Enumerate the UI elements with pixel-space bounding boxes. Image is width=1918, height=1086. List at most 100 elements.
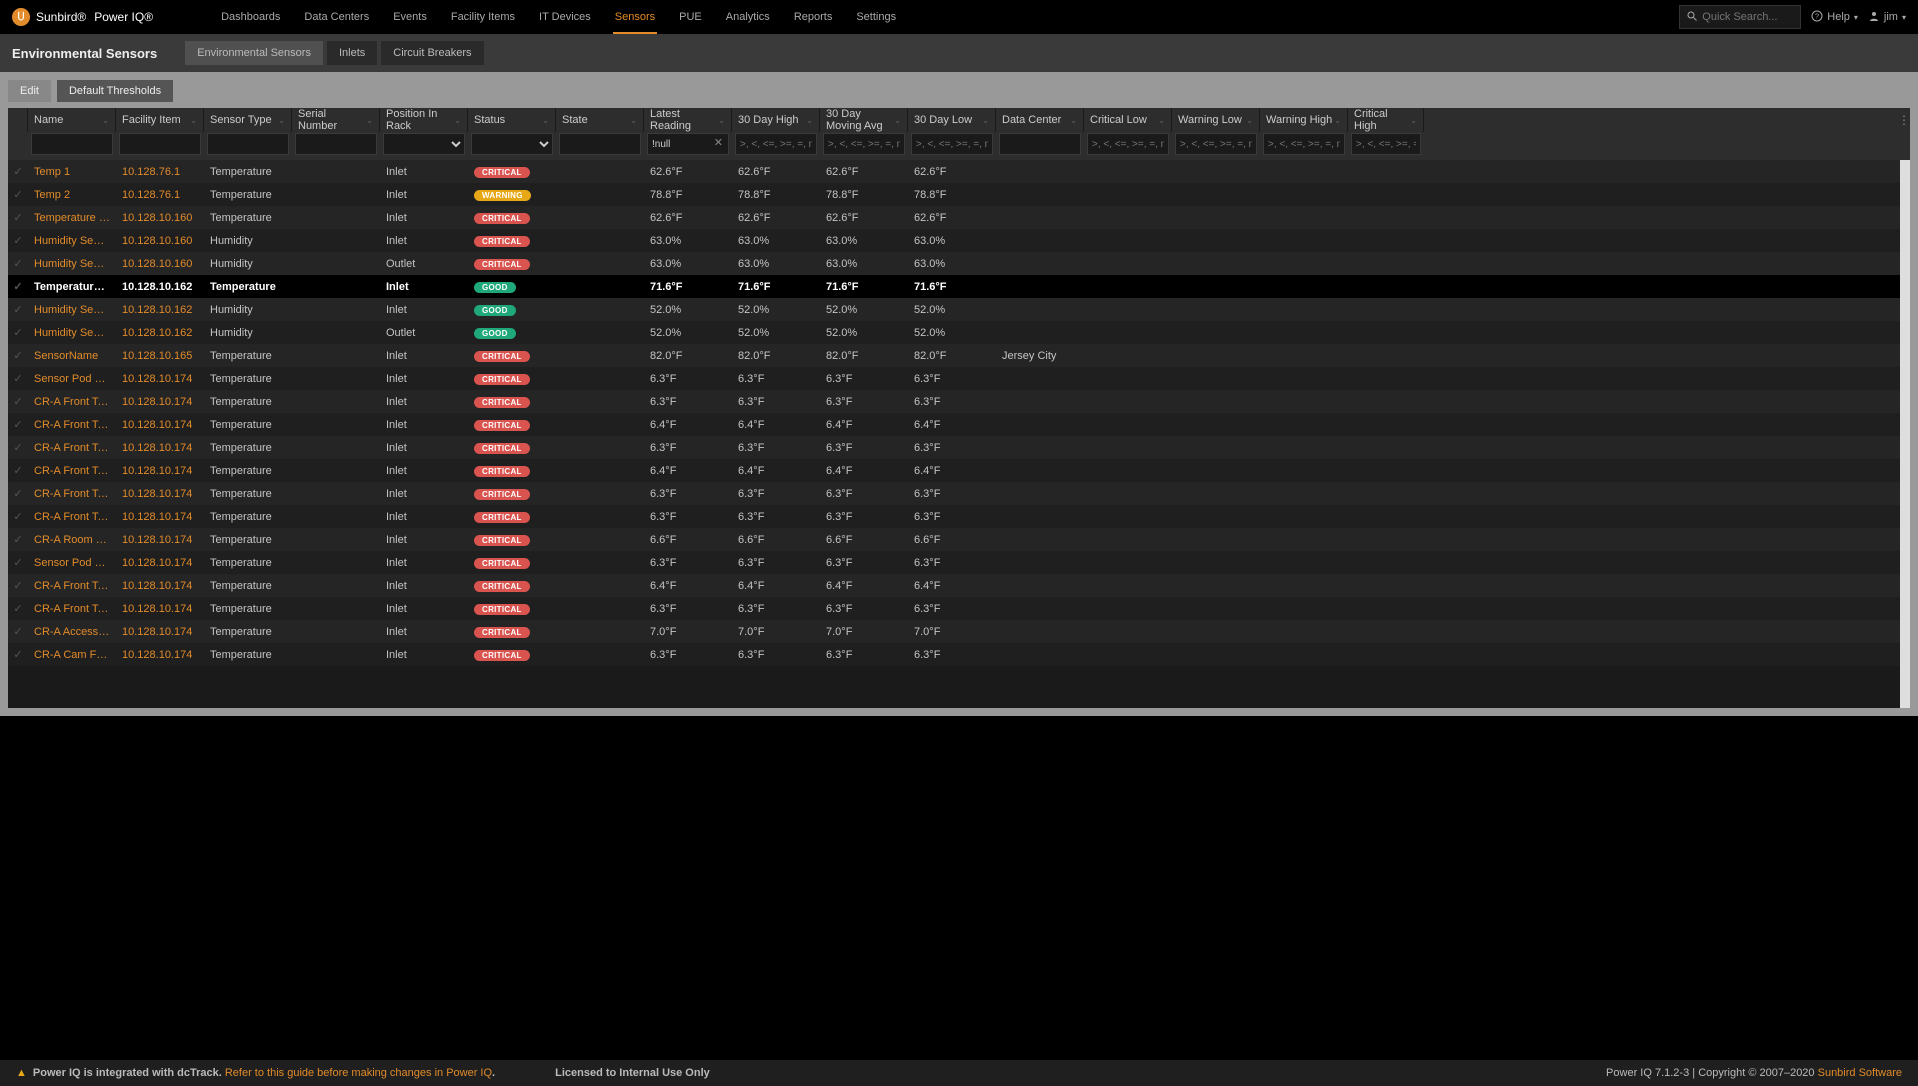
table-row[interactable]: ✓Sensor Pod 100 T...10.128.10.174Tempera…	[8, 367, 1900, 390]
filter-input-state[interactable]	[559, 133, 641, 155]
row-check[interactable]: ✓	[8, 280, 28, 293]
column-header-name[interactable]: Name⌄	[28, 108, 116, 132]
table-row[interactable]: ✓Temp 110.128.76.1TemperatureInletCRITIC…	[8, 160, 1900, 183]
column-header-status[interactable]: Status⌄	[468, 108, 556, 132]
column-header-avg30[interactable]: 30 Day Moving Avg⌄	[820, 108, 908, 132]
filter-input-avg30[interactable]	[823, 133, 905, 155]
table-row[interactable]: ✓Humidity Sensor 110.128.10.160HumidityI…	[8, 229, 1900, 252]
cell-name[interactable]: CR-A Front Temp ...	[28, 580, 116, 592]
search-box[interactable]	[1679, 5, 1801, 29]
filter-input-high30[interactable]	[735, 133, 817, 155]
column-header-serial[interactable]: Serial Number⌄	[292, 108, 380, 132]
table-row[interactable]: ✓CR-A Room Sensor10.128.10.174Temperatur…	[8, 528, 1900, 551]
default-thresholds-button[interactable]: Default Thresholds	[57, 80, 173, 102]
cell-name[interactable]: SensorName	[28, 350, 116, 362]
cell-name[interactable]: Temp 1	[28, 166, 116, 178]
row-check[interactable]: ✓	[8, 188, 28, 201]
cell-facility[interactable]: 10.128.10.174	[116, 534, 204, 546]
table-row[interactable]: ✓CR-A Front Temp ...10.128.10.174Tempera…	[8, 459, 1900, 482]
table-row[interactable]: ✓Sensor Pod 100 T...10.128.10.174Tempera…	[8, 551, 1900, 574]
table-row[interactable]: ✓CR-A Front Temp ...10.128.10.174Tempera…	[8, 436, 1900, 459]
row-check[interactable]: ✓	[8, 464, 28, 477]
row-check[interactable]: ✓	[8, 602, 28, 615]
cell-name[interactable]: CR-A Front Temp ...	[28, 488, 116, 500]
filter-input-low30[interactable]	[911, 133, 993, 155]
help-menu[interactable]: ? Help ▾	[1811, 10, 1858, 25]
cell-name[interactable]: CR-A Room Sensor	[28, 534, 116, 546]
cell-name[interactable]: CR-A Cam Front D...	[28, 649, 116, 661]
row-check[interactable]: ✓	[8, 395, 28, 408]
subtab-circuit-breakers[interactable]: Circuit Breakers	[381, 41, 483, 65]
cell-facility[interactable]: 10.128.10.174	[116, 419, 204, 431]
row-check[interactable]: ✓	[8, 533, 28, 546]
cell-name[interactable]: CR-A Front Temp ...	[28, 465, 116, 477]
cell-facility[interactable]: 10.128.10.174	[116, 557, 204, 569]
cell-name[interactable]: CR-A Front Temp ...	[28, 603, 116, 615]
filter-select-position[interactable]	[383, 133, 465, 155]
nav-item-facility-items[interactable]: Facility Items	[439, 0, 527, 34]
column-header-datacenter[interactable]: Data Center⌄	[996, 108, 1084, 132]
grid-body[interactable]: ✓Temp 110.128.76.1TemperatureInletCRITIC…	[8, 160, 1910, 708]
subtab-inlets[interactable]: Inlets	[327, 41, 377, 65]
clear-filter-icon[interactable]: ✕	[714, 136, 723, 149]
footer-link[interactable]: Refer to this guide before making change…	[225, 1067, 492, 1079]
cell-name[interactable]: CR-A Front Temp ...	[28, 419, 116, 431]
filter-input-warn_low[interactable]	[1175, 133, 1257, 155]
row-check[interactable]: ✓	[8, 326, 28, 339]
cell-facility[interactable]: 10.128.10.174	[116, 465, 204, 477]
table-row[interactable]: ✓Humidity Sensor 210.128.10.162HumidityO…	[8, 321, 1900, 344]
nav-item-settings[interactable]: Settings	[844, 0, 908, 34]
cell-facility[interactable]: 10.128.10.174	[116, 442, 204, 454]
cell-name[interactable]: CR-A Front Temp ...	[28, 396, 116, 408]
nav-item-analytics[interactable]: Analytics	[714, 0, 782, 34]
cell-name[interactable]: Humidity Sensor 1	[28, 304, 116, 316]
cell-facility[interactable]: 10.128.10.174	[116, 649, 204, 661]
cell-facility[interactable]: 10.128.10.174	[116, 603, 204, 615]
cell-facility[interactable]: 10.128.10.174	[116, 396, 204, 408]
table-row[interactable]: ✓Humidity Sensor 210.128.10.160HumidityO…	[8, 252, 1900, 275]
row-check[interactable]: ✓	[8, 234, 28, 247]
cell-facility[interactable]: 10.128.10.174	[116, 511, 204, 523]
row-check[interactable]: ✓	[8, 349, 28, 362]
footer-company[interactable]: Sunbird Software	[1818, 1067, 1902, 1079]
filter-input-sensor_type[interactable]	[207, 133, 289, 155]
cell-facility[interactable]: 10.128.10.160	[116, 258, 204, 270]
edit-button[interactable]: Edit	[8, 80, 51, 102]
table-row[interactable]: ✓Temperature Sen...10.128.10.162Temperat…	[8, 275, 1900, 298]
search-input[interactable]	[1702, 11, 1792, 23]
nav-item-reports[interactable]: Reports	[782, 0, 845, 34]
cell-name[interactable]: Sensor Pod 100 T...	[28, 373, 116, 385]
table-row[interactable]: ✓SensorName10.128.10.165TemperatureInlet…	[8, 344, 1900, 367]
row-check[interactable]: ✓	[8, 556, 28, 569]
column-header-crit_low[interactable]: Critical Low⌄	[1084, 108, 1172, 132]
cell-facility[interactable]: 10.128.10.162	[116, 281, 204, 293]
user-menu[interactable]: jim ▾	[1868, 10, 1906, 25]
row-check[interactable]: ✓	[8, 510, 28, 523]
table-row[interactable]: ✓CR-A Front Temp ...10.128.10.174Tempera…	[8, 574, 1900, 597]
cell-facility[interactable]: 10.128.10.160	[116, 212, 204, 224]
cell-name[interactable]: Sensor Pod 100 T...	[28, 557, 116, 569]
column-header-warn_low[interactable]: Warning Low⌄	[1172, 108, 1260, 132]
subtab-environmental-sensors[interactable]: Environmental Sensors	[185, 41, 323, 65]
nav-item-events[interactable]: Events	[381, 0, 439, 34]
table-row[interactable]: ✓CR-A Cam Front D...10.128.10.174Tempera…	[8, 643, 1900, 666]
cell-facility[interactable]: 10.128.10.174	[116, 488, 204, 500]
cell-facility[interactable]: 10.128.76.1	[116, 189, 204, 201]
filter-input-warn_high[interactable]	[1263, 133, 1345, 155]
column-header-state[interactable]: State⌄	[556, 108, 644, 132]
filter-input-datacenter[interactable]	[999, 133, 1081, 155]
table-row[interactable]: ✓CR-A Front Temp ...10.128.10.174Tempera…	[8, 413, 1900, 436]
cell-name[interactable]: CR-A Front Temp ...	[28, 442, 116, 454]
row-check[interactable]: ✓	[8, 211, 28, 224]
table-row[interactable]: ✓CR-A Front Temp ...10.128.10.174Tempera…	[8, 482, 1900, 505]
cell-name[interactable]: Temp 2	[28, 189, 116, 201]
table-row[interactable]: ✓CR-A Front Temp ...10.128.10.174Tempera…	[8, 597, 1900, 620]
row-check[interactable]: ✓	[8, 372, 28, 385]
cell-name[interactable]: Humidity Sensor 2	[28, 327, 116, 339]
cell-facility[interactable]: 10.128.10.174	[116, 373, 204, 385]
table-row[interactable]: ✓CR-A Front Temp ...10.128.10.174Tempera…	[8, 505, 1900, 528]
table-row[interactable]: ✓CR-A Access B0410.128.10.174Temperature…	[8, 620, 1900, 643]
cell-name[interactable]: Temperature Sen...	[28, 212, 116, 224]
row-check[interactable]: ✓	[8, 487, 28, 500]
column-options-button[interactable]: ⋮	[1898, 108, 1910, 132]
